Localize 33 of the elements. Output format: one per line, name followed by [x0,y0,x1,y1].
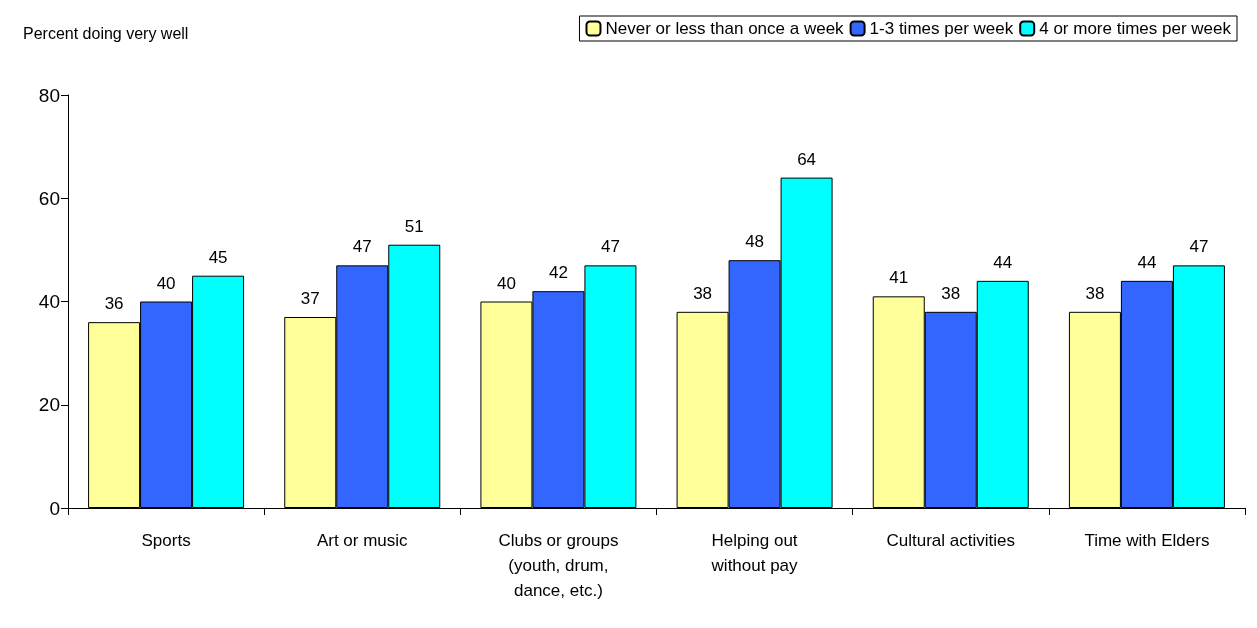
data-label: 40 [496,273,516,293]
data-label: 44 [1137,252,1157,272]
data-label: 38 [941,283,961,303]
y-tick-label: 0 [49,497,60,519]
data-label: 47 [600,237,620,257]
y-tick-label: 80 [38,84,60,106]
data-label: 47 [1189,237,1209,257]
data-label: 38 [693,283,713,303]
data-label: 44 [993,252,1013,272]
data-label: 40 [156,273,176,293]
legend-label: Never or less than once a week [605,19,845,38]
x-tick-label: Cultural activities [886,531,1015,550]
x-tick-label: Helping out without pay [710,531,799,575]
data-label: 36 [104,294,124,314]
legend-label: 1-3 times per week [869,19,1014,38]
x-tick-label: Sports [141,531,191,550]
data-label: 38 [1085,283,1105,303]
data-label: 51 [404,216,424,236]
y-tick-label: 20 [38,394,60,416]
x-tick-label: Clubs or groups (youth, drum, dance, etc.) [498,531,619,600]
data-label: 42 [548,263,568,283]
x-tick-label: Art or music [316,531,409,550]
legend-label: 4 or more times per week [1039,19,1232,38]
data-label: 47 [352,237,372,257]
y-axis-title: Percent doing very well [23,24,189,42]
data-label: 48 [745,232,765,252]
data-label: 45 [208,247,228,267]
y-tick-label: 60 [38,187,60,209]
data-label: 41 [889,268,909,288]
data-label: 64 [797,149,817,169]
x-tick-label: Time with Elders [1084,531,1210,550]
data-label: 37 [300,288,320,308]
y-tick-label: 40 [38,291,60,312]
